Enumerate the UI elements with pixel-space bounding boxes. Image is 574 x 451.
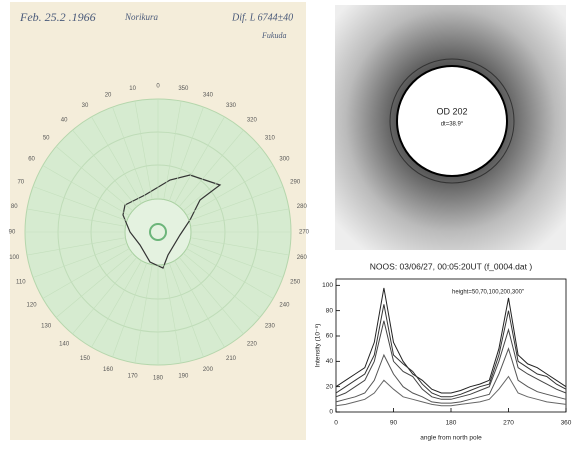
- angle-label: 320: [247, 118, 258, 124]
- angle-label: 200: [203, 367, 214, 373]
- image-detail: dt=38.9°: [441, 122, 464, 128]
- angle-label: 250: [290, 280, 301, 286]
- x-tick-label: 270: [503, 420, 514, 427]
- y-tick-label: 60: [326, 333, 334, 340]
- angle-label: 180: [153, 376, 164, 382]
- angle-label: 160: [103, 367, 114, 373]
- angle-label: 350: [178, 86, 189, 92]
- angle-label: 290: [290, 180, 301, 186]
- angle-label: 330: [226, 103, 237, 109]
- x-tick-label: 0: [334, 420, 338, 427]
- angle-label: 140: [59, 341, 70, 347]
- angle-label: 230: [265, 323, 276, 329]
- angle-label: 10: [129, 86, 136, 92]
- angle-label: 130: [41, 323, 52, 329]
- angle-label: 150: [80, 356, 91, 362]
- angle-label: 30: [82, 103, 89, 109]
- ring: [125, 199, 191, 265]
- y-axis-label: Intensity (10⁻⁸): [315, 324, 322, 368]
- observer: Fukuda: [261, 31, 286, 40]
- line-chart: NOOS: 03/06/27, 00:05:20UT (f_0004.dat )…: [315, 261, 572, 441]
- angle-label: 120: [27, 303, 38, 309]
- x-tick-label: 360: [561, 420, 572, 427]
- angle-label: 300: [279, 157, 290, 163]
- y-tick-label: 40: [326, 358, 334, 365]
- angle-label: 40: [61, 118, 68, 124]
- plot-area: [336, 279, 566, 412]
- angle-label: 240: [279, 303, 290, 309]
- angle-label: 20: [105, 92, 112, 98]
- x-tick-label: 180: [446, 420, 457, 427]
- angle-label: 260: [297, 255, 308, 261]
- angle-label: 310: [265, 136, 276, 142]
- angle-label: 70: [17, 180, 24, 186]
- angle-label: 220: [247, 341, 258, 347]
- date: Feb. 25.2 .1966: [19, 10, 96, 24]
- line-info: Dif. L 6744±40: [231, 12, 293, 23]
- annotation: height=50,70,100,200,300": [452, 290, 524, 296]
- angle-label: 270: [299, 230, 310, 236]
- angle-label: 80: [11, 204, 18, 210]
- angle-label: 60: [28, 157, 35, 163]
- x-axis-label: angle from north pole: [420, 435, 482, 442]
- angle-label: 90: [9, 230, 16, 236]
- angle-label: 100: [9, 255, 20, 261]
- angle-label: 280: [297, 204, 308, 210]
- chart-title: NOOS: 03/06/27, 00:05:20UT (f_0004.dat ): [370, 261, 533, 271]
- y-tick-label: 80: [326, 307, 334, 314]
- angle-label: 340: [203, 92, 214, 98]
- station: Norikura: [124, 12, 159, 22]
- angle-label: 110: [16, 280, 26, 286]
- y-tick-label: 0: [329, 409, 333, 416]
- x-tick-label: 90: [390, 420, 398, 427]
- figure: 0 10 20 30 40 50 60 70 80 90 100 110 120 130 140 150 160…: [0, 0, 574, 451]
- y-tick-label: 100: [322, 282, 333, 289]
- y-tick-label: 20: [326, 383, 334, 390]
- angle-label: 170: [128, 373, 139, 379]
- angle-label: 210: [226, 356, 237, 362]
- angle-label: 190: [178, 373, 189, 379]
- angle-label: 50: [43, 136, 50, 142]
- image-label: OD 202: [436, 106, 467, 116]
